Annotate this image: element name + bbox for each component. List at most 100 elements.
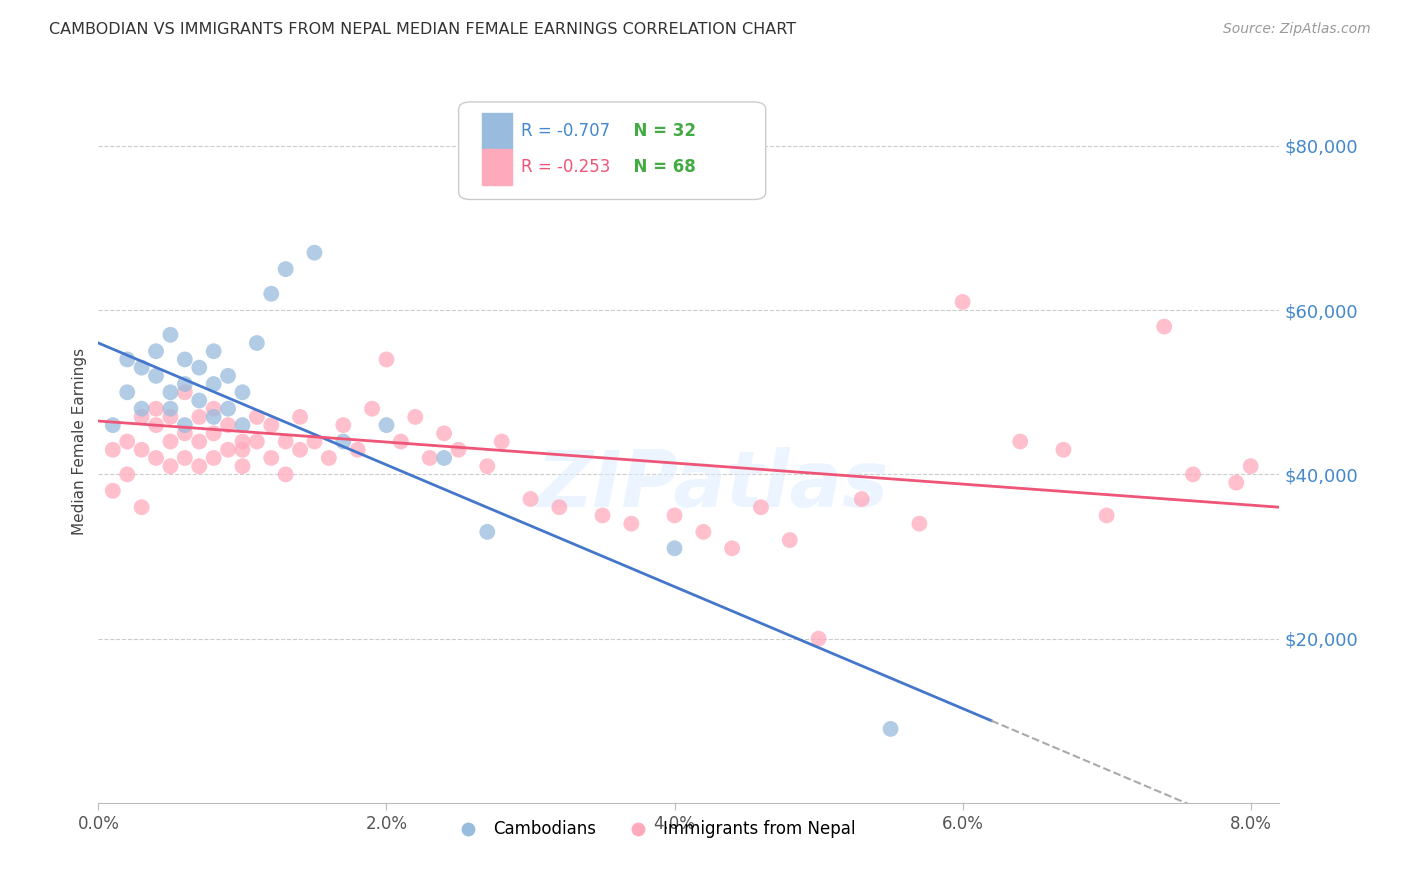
FancyBboxPatch shape	[458, 102, 766, 200]
Point	[231, 385, 253, 400]
Point	[217, 442, 239, 457]
Point	[491, 434, 513, 449]
Point	[288, 442, 311, 457]
Point	[115, 434, 138, 449]
Point	[433, 426, 456, 441]
Point	[260, 286, 283, 301]
Point	[202, 450, 225, 465]
Point	[202, 344, 225, 359]
Point	[173, 352, 195, 367]
Point	[807, 632, 830, 646]
Point	[159, 385, 181, 400]
Point	[375, 352, 398, 367]
Point	[131, 442, 153, 457]
Bar	[482, 112, 512, 149]
Point	[274, 262, 297, 277]
Point	[620, 516, 643, 531]
Point	[519, 491, 541, 506]
Point	[202, 426, 225, 441]
Point	[188, 459, 211, 474]
Point	[592, 508, 614, 523]
Point	[664, 541, 686, 556]
Point	[188, 434, 211, 449]
Point	[304, 434, 326, 449]
Point	[217, 418, 239, 433]
Point	[346, 442, 368, 457]
Point	[332, 418, 354, 433]
Point	[361, 401, 384, 416]
Point	[159, 409, 181, 424]
Point	[318, 450, 340, 465]
Point	[477, 459, 499, 474]
Point	[419, 450, 441, 465]
Point	[274, 467, 297, 482]
Point	[145, 450, 167, 465]
Point	[173, 418, 195, 433]
Point	[246, 409, 269, 424]
Point	[332, 434, 354, 449]
Point	[173, 450, 195, 465]
Point	[115, 385, 138, 400]
Point	[1240, 459, 1263, 474]
Point	[188, 409, 211, 424]
Bar	[482, 149, 512, 185]
Point	[288, 409, 311, 424]
Point	[879, 722, 901, 736]
Point	[246, 336, 269, 351]
Point	[188, 360, 211, 375]
Point	[1153, 319, 1175, 334]
Point	[115, 467, 138, 482]
Point	[1225, 475, 1247, 490]
Point	[131, 360, 153, 375]
Point	[231, 434, 253, 449]
Point	[1010, 434, 1032, 449]
Point	[246, 434, 269, 449]
Point	[145, 344, 167, 359]
Point	[1095, 508, 1118, 523]
Point	[217, 368, 239, 383]
Point	[952, 295, 974, 310]
Point	[260, 418, 283, 433]
Point	[101, 483, 124, 498]
Y-axis label: Median Female Earnings: Median Female Earnings	[72, 348, 87, 535]
Point	[159, 434, 181, 449]
Point	[145, 401, 167, 416]
Point	[721, 541, 744, 556]
Point	[477, 524, 499, 539]
Point	[664, 508, 686, 523]
Point	[404, 409, 426, 424]
Text: Source: ZipAtlas.com: Source: ZipAtlas.com	[1223, 22, 1371, 37]
Point	[908, 516, 931, 531]
Point	[131, 500, 153, 515]
Point	[548, 500, 571, 515]
Point	[433, 450, 456, 465]
Point	[779, 533, 801, 547]
Point	[231, 442, 253, 457]
Point	[159, 459, 181, 474]
Legend: Cambodians, Immigrants from Nepal: Cambodians, Immigrants from Nepal	[444, 814, 862, 845]
Point	[131, 401, 153, 416]
Point	[131, 409, 153, 424]
Point	[173, 385, 195, 400]
Text: N = 68: N = 68	[621, 158, 696, 176]
Point	[202, 409, 225, 424]
Point	[101, 442, 124, 457]
Point	[101, 418, 124, 433]
Text: N = 32: N = 32	[621, 122, 696, 140]
Point	[145, 368, 167, 383]
Text: ZIPatlas: ZIPatlas	[537, 447, 889, 523]
Point	[274, 434, 297, 449]
Point	[749, 500, 772, 515]
Text: CAMBODIAN VS IMMIGRANTS FROM NEPAL MEDIAN FEMALE EARNINGS CORRELATION CHART: CAMBODIAN VS IMMIGRANTS FROM NEPAL MEDIA…	[49, 22, 796, 37]
Point	[217, 401, 239, 416]
Point	[304, 245, 326, 260]
Text: R = -0.253: R = -0.253	[522, 158, 610, 176]
Point	[231, 459, 253, 474]
Point	[1052, 442, 1074, 457]
Point	[202, 401, 225, 416]
Point	[159, 327, 181, 342]
Point	[375, 418, 398, 433]
Point	[1182, 467, 1205, 482]
Point	[692, 524, 714, 539]
Point	[447, 442, 470, 457]
